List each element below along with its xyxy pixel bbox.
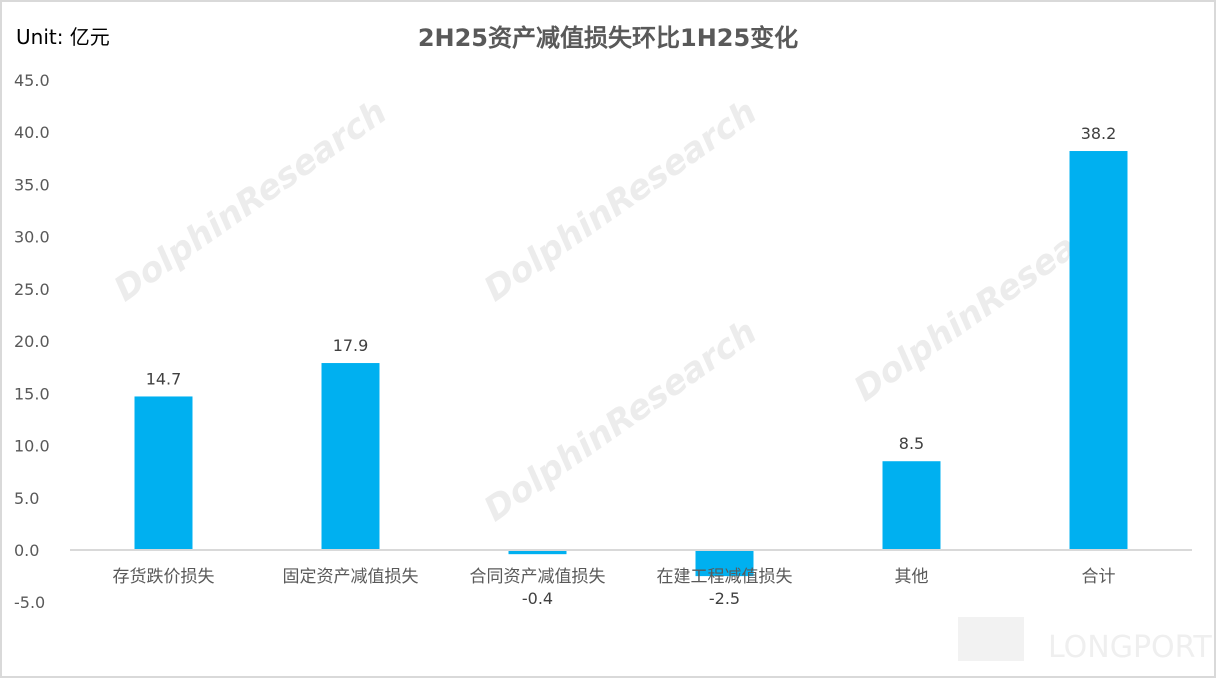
category-label: 存货跌价损失 xyxy=(113,567,215,587)
y-tick-label: 0.0 xyxy=(14,541,39,560)
unit-label: Unit: 亿元 xyxy=(16,25,110,49)
data-label: 8.5 xyxy=(899,434,924,453)
data-label: 38.2 xyxy=(1081,124,1117,143)
data-label: -0.4 xyxy=(522,589,553,608)
bar xyxy=(321,363,380,550)
category-label: 合同资产减值损失 xyxy=(470,567,606,587)
watermark-text: DolphinResearch xyxy=(477,312,764,530)
category-label: 固定资产减值损失 xyxy=(283,567,419,587)
bar xyxy=(1069,151,1128,550)
data-label: -2.5 xyxy=(709,589,740,608)
y-tick-label: 5.0 xyxy=(14,489,39,508)
y-tick-label: -5.0 xyxy=(14,593,45,612)
bars xyxy=(134,151,1128,577)
data-label: 14.7 xyxy=(146,369,182,388)
category-label: 在建工程减值损失 xyxy=(657,567,793,587)
bar xyxy=(695,550,754,577)
data-labels: 14.7 17.9 -0.4 -2.5 8.5 38.2 xyxy=(146,124,1117,608)
y-tick-label: 25.0 xyxy=(14,280,50,299)
y-tick-label: 20.0 xyxy=(14,332,50,351)
category-label: 合计 xyxy=(1082,567,1116,587)
chart-title: 2H25资产减值损失环比1H25变化 xyxy=(418,24,798,52)
watermark-text: DolphinResearch xyxy=(107,92,394,310)
watermark-text: DolphinResearch xyxy=(477,92,764,310)
category-labels: 存货跌价损失 固定资产减值损失 合同资产减值损失 在建工程减值损失 其他 合计 xyxy=(113,567,1116,587)
y-tick-label: 35.0 xyxy=(14,175,50,194)
y-tick-label: 45.0 xyxy=(14,71,50,90)
bar xyxy=(134,396,193,550)
y-tick-label: 15.0 xyxy=(14,384,50,403)
brand-watermark: LONGPORT xyxy=(1048,630,1212,665)
y-axis-ticks: -5.0 0.0 5.0 10.0 15.0 20.0 25.0 30.0 35.0 40.0 45… xyxy=(14,71,50,612)
bar xyxy=(508,550,567,555)
y-tick-label: 10.0 xyxy=(14,437,50,456)
category-label: 其他 xyxy=(895,567,929,587)
data-label: 17.9 xyxy=(333,336,369,355)
y-tick-label: 40.0 xyxy=(14,123,50,142)
longport-logo-icon xyxy=(958,617,1024,661)
y-tick-label: 30.0 xyxy=(14,228,50,247)
bar xyxy=(882,461,941,550)
